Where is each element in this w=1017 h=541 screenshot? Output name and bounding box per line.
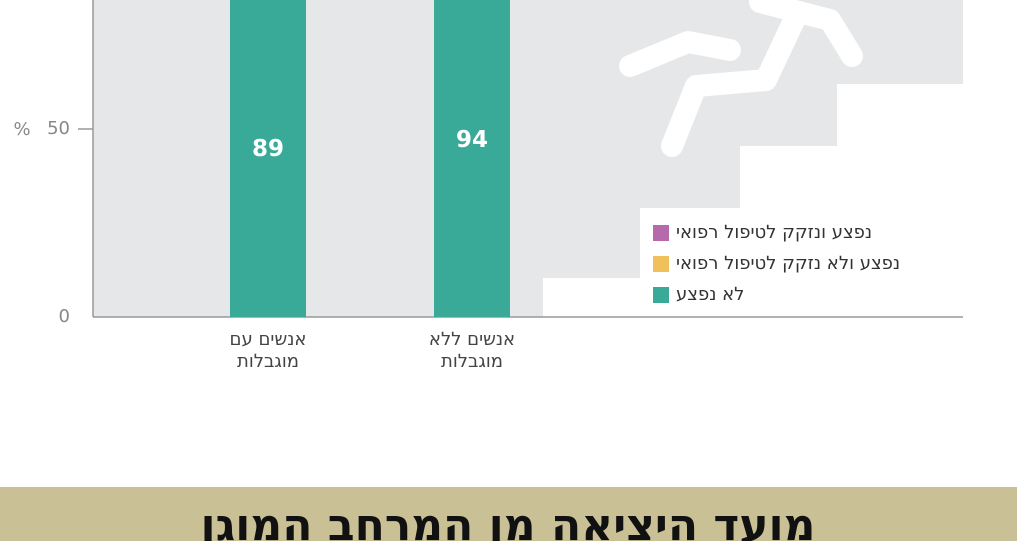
legend-label: לא נפצע <box>676 284 744 305</box>
x-tick-label: אנשים עם מוגבלות <box>216 329 320 373</box>
legend-swatch <box>653 225 669 241</box>
chart: % מועד היציאה מן המרחב המוגן 0 50 89 94 נפצע… <box>0 0 1017 541</box>
legend-label: נפצע ונזקק לטיפול רפואי <box>676 222 872 243</box>
legend-swatch <box>653 256 669 272</box>
y-tick-label: 50 <box>47 118 70 139</box>
banner-title: מועד היציאה מן המרחב המוגן <box>200 500 815 541</box>
value-label: 94 <box>456 127 488 153</box>
value-label: 89 <box>252 136 284 162</box>
bar-segment <box>434 0 510 317</box>
legend-swatch <box>653 287 669 303</box>
legend-label: נפצע ולא נזקק לטיפול רפואי <box>676 253 900 274</box>
x-tick-label: אנשים ללא מוגבלות <box>420 329 524 373</box>
page: {"chart_data": {"type": "stacked-bar", "… <box>0 0 1017 541</box>
y-tick-label: 0 <box>59 306 70 327</box>
y-axis-label: % <box>13 119 30 140</box>
